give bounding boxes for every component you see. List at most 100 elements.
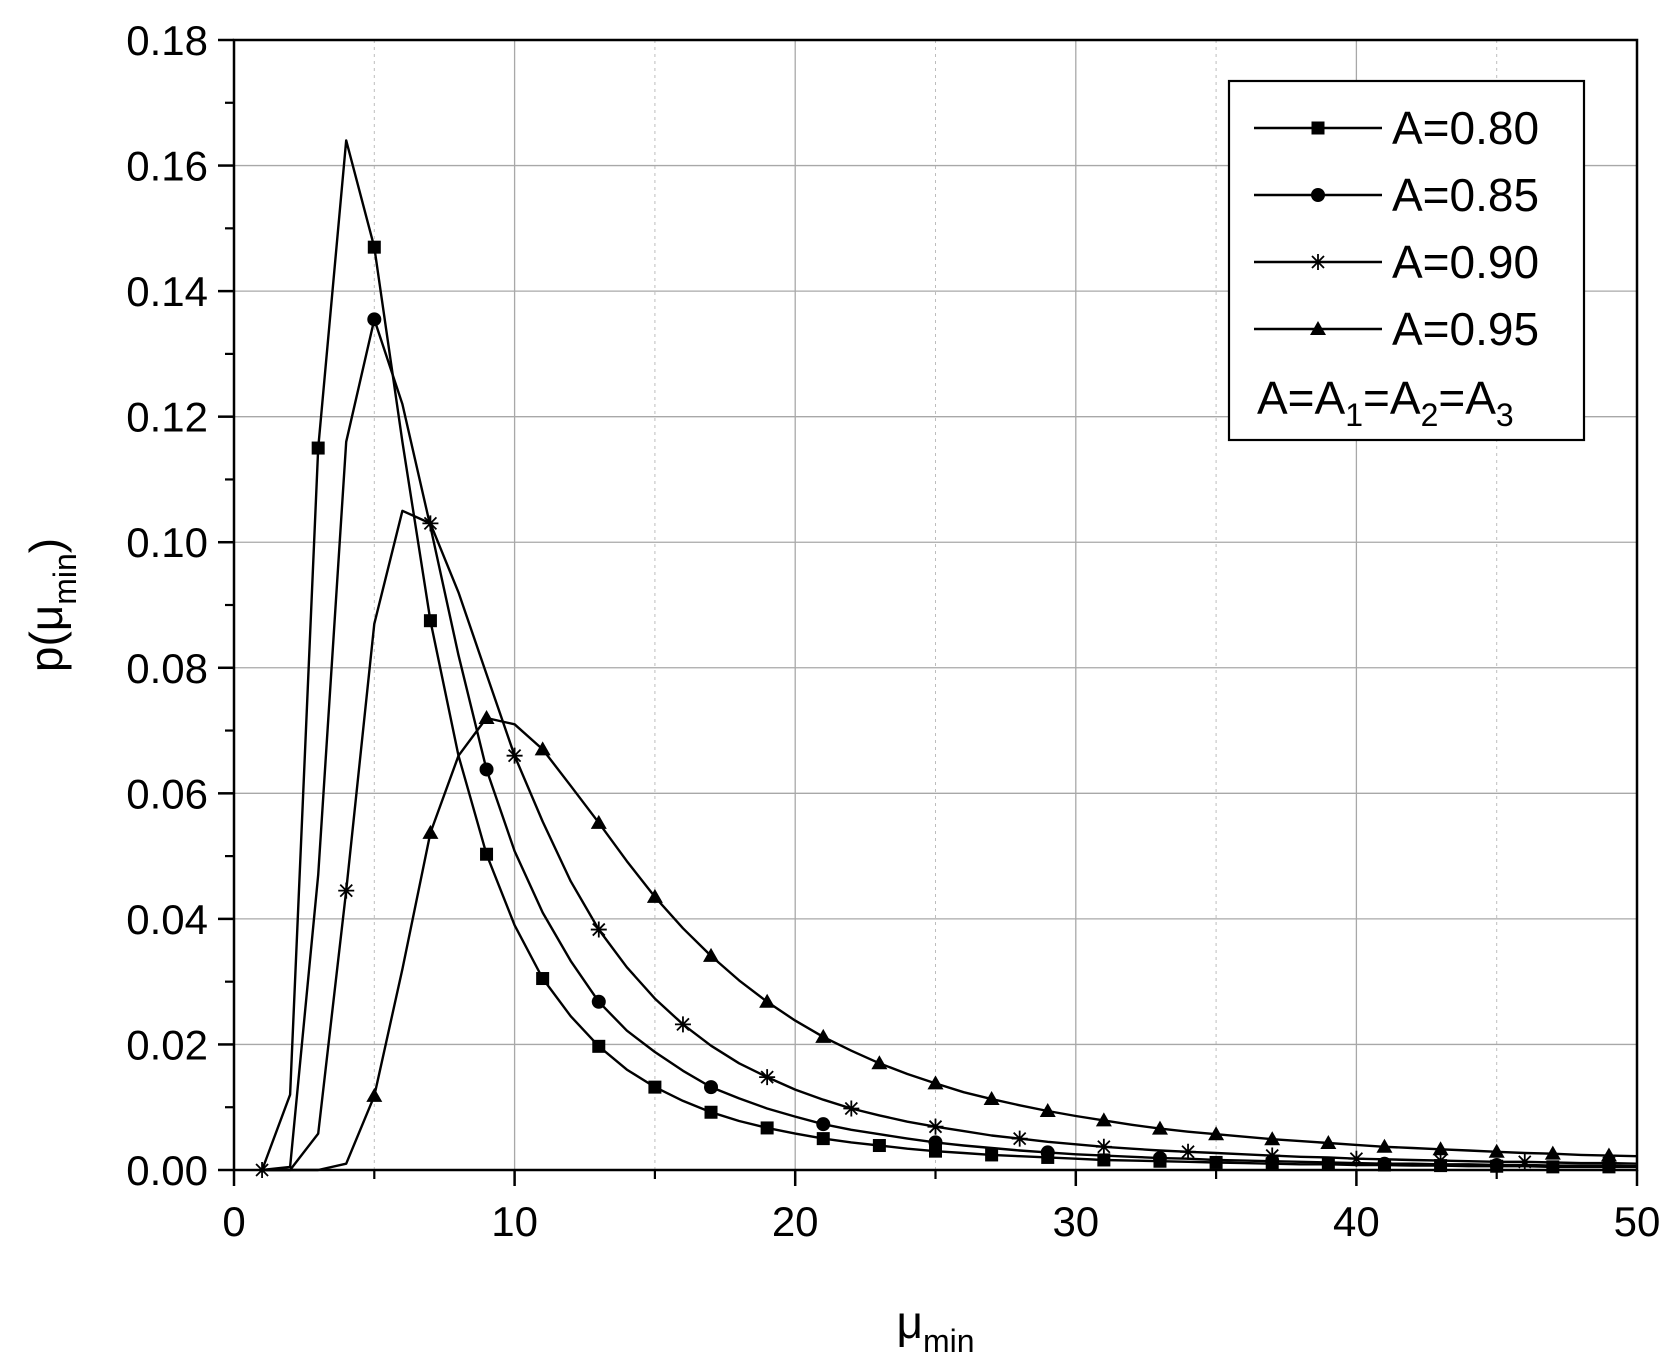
series-A=0.90 <box>254 509 1638 1178</box>
y-tick-label: 0.06 <box>126 770 208 817</box>
data-point-circle <box>704 1080 719 1095</box>
x-axis-label-subscript: min <box>923 1323 975 1359</box>
data-point-star <box>338 882 355 899</box>
data-point-triangle <box>1544 1145 1561 1160</box>
legend-note-text: =A <box>1363 372 1421 424</box>
data-point-star <box>506 747 523 764</box>
data-point-square <box>872 1139 886 1153</box>
data-point-star <box>1348 1150 1365 1167</box>
legend-label: A=0.80 <box>1392 102 1539 154</box>
legend-item: A=0.85 <box>1254 169 1539 221</box>
data-point-triangle <box>759 993 776 1008</box>
data-point-star <box>1264 1147 1281 1164</box>
y-tick-label: 0.18 <box>126 17 208 64</box>
data-point-star <box>927 1118 944 1135</box>
y-tick-label: 0.04 <box>126 896 208 943</box>
data-point-triangle <box>1151 1120 1168 1135</box>
legend-box <box>1227 79 1586 442</box>
data-point-star <box>1432 1152 1449 1169</box>
data-point-circle <box>928 1135 943 1150</box>
y-axis-label-suffix: ) <box>20 538 72 553</box>
series-line <box>260 139 1637 1171</box>
data-point-square <box>648 1080 662 1094</box>
legend-note-subscript: 1 <box>1345 397 1363 433</box>
y-tick-label: 0.10 <box>126 519 208 566</box>
data-point-triangle <box>534 741 551 756</box>
data-point-square <box>367 240 381 254</box>
data-point-square <box>704 1105 718 1119</box>
legend-marker-square <box>1311 121 1325 135</box>
y-axis-label-base: p(μ <box>20 605 72 672</box>
data-point-star <box>1180 1143 1197 1160</box>
data-point-star <box>674 1016 691 1033</box>
data-point-circle <box>1152 1151 1167 1166</box>
data-point-square <box>816 1132 830 1146</box>
data-point-star <box>1516 1153 1533 1170</box>
legend: A=0.80A=0.85A=0.90A=0.95A=A1=A2=A3 <box>1227 79 1586 442</box>
legend-note-subscript: 3 <box>1496 397 1514 433</box>
legend-note-subscript: 2 <box>1421 397 1439 433</box>
data-point-square <box>480 847 494 861</box>
data-point-circle <box>1040 1145 1055 1160</box>
y-tick-label: 0.16 <box>126 143 208 190</box>
y-tick-label: 0.14 <box>126 268 208 315</box>
legend-note-text: =A <box>1438 372 1496 424</box>
data-point-triangle <box>927 1075 944 1090</box>
series-line <box>262 716 1638 1172</box>
legend-marker-triangle <box>1310 321 1326 335</box>
data-point-triangle <box>1095 1112 1112 1127</box>
data-point-circle <box>591 994 606 1009</box>
data-point-star <box>843 1100 860 1117</box>
legend-item: A=0.95 <box>1254 303 1539 355</box>
data-point-circle <box>367 312 382 327</box>
data-point-square <box>423 614 437 628</box>
data-point-triangle <box>422 824 439 839</box>
series-A=0.95 <box>262 710 1638 1172</box>
data-point-triangle <box>1376 1138 1393 1153</box>
data-point-square <box>1321 1157 1335 1171</box>
data-point-triangle <box>871 1055 888 1070</box>
data-point-triangle <box>815 1028 832 1043</box>
data-point-triangle <box>646 888 663 903</box>
data-point-circle <box>479 762 494 777</box>
plot-series <box>254 139 1638 1178</box>
y-tick-label: 0.08 <box>126 645 208 692</box>
data-point-triangle <box>478 710 495 724</box>
series-line <box>262 509 1638 1172</box>
legend-marker-star <box>1310 254 1326 270</box>
series-line <box>261 318 1638 1172</box>
data-point-triangle <box>1432 1141 1449 1156</box>
data-point-star <box>1011 1130 1028 1147</box>
data-point-triangle <box>1600 1147 1617 1162</box>
y-axis-label-subscript: min <box>47 553 83 605</box>
data-point-circle <box>816 1117 831 1132</box>
data-point-triangle <box>1320 1135 1337 1150</box>
data-point-star <box>422 515 439 532</box>
data-point-square <box>536 972 550 986</box>
data-point-triangle <box>703 947 720 962</box>
data-point-triangle <box>1208 1126 1225 1141</box>
data-point-triangle <box>366 1087 383 1102</box>
y-axis-label: p(μmin) <box>20 538 83 672</box>
legend-item: A=0.90 <box>1254 236 1539 288</box>
data-point-star <box>1095 1138 1112 1155</box>
data-point-triangle <box>1264 1131 1281 1146</box>
axes: 0 10 20 30 40 50 0.00 0.02 0.04 0.06 0.08 0.10 0.12 0… <box>20 17 1660 1359</box>
data-point-star <box>1600 1155 1617 1172</box>
x-tick-label: 10 <box>491 1198 538 1245</box>
x-axis-label: μmin <box>896 1296 974 1359</box>
y-tick-label: 0.02 <box>126 1021 208 1068</box>
data-point-square <box>985 1148 999 1162</box>
data-point-triangle <box>590 814 607 829</box>
data-point-star <box>759 1069 776 1086</box>
data-point-square <box>1209 1155 1223 1169</box>
legend-label: A=0.85 <box>1392 169 1539 221</box>
data-point-square <box>760 1121 774 1135</box>
x-tick-label: 50 <box>1614 1198 1661 1245</box>
data-point-square <box>311 441 325 455</box>
data-point-triangle <box>1488 1143 1505 1158</box>
y-tick-label: 0.00 <box>126 1147 208 1194</box>
x-tick-label: 30 <box>1052 1198 1099 1245</box>
x-tick-label: 40 <box>1333 1198 1380 1245</box>
